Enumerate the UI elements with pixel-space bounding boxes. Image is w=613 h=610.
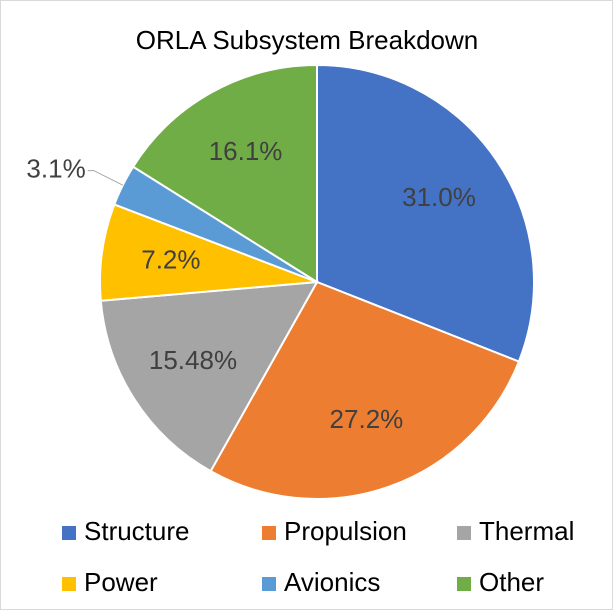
legend-swatch xyxy=(457,526,471,540)
data-label: 27.2% xyxy=(330,404,404,434)
leader-line xyxy=(87,170,124,186)
legend-label: Avionics xyxy=(284,567,380,597)
pie-slice xyxy=(316,63,535,363)
legend-label: Structure xyxy=(84,516,190,546)
pie-slice xyxy=(131,63,318,284)
data-label: 15.48% xyxy=(149,345,237,375)
pie-slice xyxy=(99,280,319,473)
data-label: 3.1% xyxy=(26,153,85,183)
legend-label: Propulsion xyxy=(284,516,407,546)
data-label: 7.2% xyxy=(141,244,200,274)
legend-label: Other xyxy=(479,567,544,597)
data-label: 16.1% xyxy=(209,136,283,166)
legend-swatch xyxy=(62,526,76,540)
legend-swatch xyxy=(262,526,276,540)
data-label: 31.0% xyxy=(402,182,476,212)
legend-swatch xyxy=(62,577,76,591)
legend-label: Power xyxy=(84,567,158,597)
legend-label: Thermal xyxy=(479,516,574,546)
pie-slice xyxy=(209,280,521,500)
chart-title: ORLA Subsystem Breakdown xyxy=(136,25,479,55)
legend-swatch xyxy=(457,577,471,591)
legend-swatch xyxy=(262,577,276,591)
